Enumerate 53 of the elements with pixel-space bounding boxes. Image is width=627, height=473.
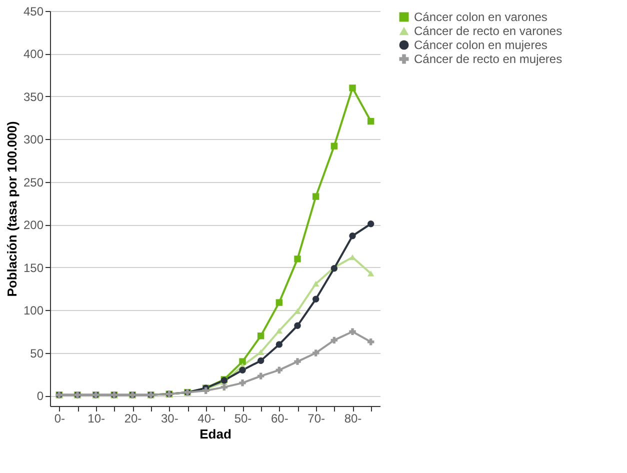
point — [312, 350, 320, 356]
point — [367, 220, 374, 228]
point — [220, 384, 228, 391]
point — [294, 256, 301, 262]
point — [276, 299, 283, 306]
legend-label: Cáncer colon en mujeres — [414, 38, 548, 52]
y-tick-label: 250 — [23, 175, 44, 190]
y-tick-label: 0 — [36, 389, 44, 404]
point — [257, 332, 264, 340]
point — [312, 296, 320, 302]
point — [276, 328, 283, 334]
y-tick-label: 100 — [23, 304, 44, 318]
y-tick-label: 50 — [30, 346, 44, 360]
point — [257, 357, 264, 364]
x-tick-label: 20- — [124, 412, 142, 426]
y-tick-label: 350 — [23, 90, 44, 104]
y-tick-label: 400 — [23, 47, 44, 62]
point — [349, 328, 356, 335]
point — [239, 380, 246, 386]
point — [367, 270, 374, 276]
point — [276, 341, 283, 348]
point — [257, 372, 264, 380]
point — [239, 358, 246, 365]
legend-label: Cáncer de recto en mujeres — [414, 52, 562, 66]
legend-label: Cáncer de recto en varones — [414, 24, 562, 38]
y-tick-label: 150 — [23, 260, 44, 275]
point — [294, 322, 301, 329]
x-tick-label: 10- — [88, 412, 106, 426]
point — [239, 366, 246, 374]
x-tick-label: 80- — [344, 412, 362, 426]
point — [349, 232, 356, 240]
x-tick-label: 40- — [198, 412, 216, 426]
x-tick-label: 0- — [54, 412, 66, 426]
point — [367, 338, 374, 346]
point — [330, 142, 338, 150]
point — [330, 336, 338, 344]
point — [367, 118, 374, 125]
x-tick-label: 50- — [234, 412, 252, 426]
point — [294, 308, 301, 314]
point — [312, 193, 320, 200]
y-tick-label: 200 — [23, 218, 44, 232]
point — [349, 84, 356, 92]
x-axis-title: Edad — [200, 426, 232, 442]
y-axis-title: Población (tasa por 100.000) — [4, 121, 20, 297]
y-tick-label: 300 — [23, 132, 44, 147]
y-tick-label: 450 — [23, 4, 44, 18]
point — [312, 280, 320, 287]
legend-label: Cáncer colon en varones — [414, 10, 548, 24]
x-tick-label: 70- — [308, 412, 326, 426]
x-tick-label: 30- — [160, 412, 178, 426]
point — [276, 366, 283, 374]
point — [294, 358, 301, 365]
x-tick-label: 60- — [270, 412, 288, 426]
